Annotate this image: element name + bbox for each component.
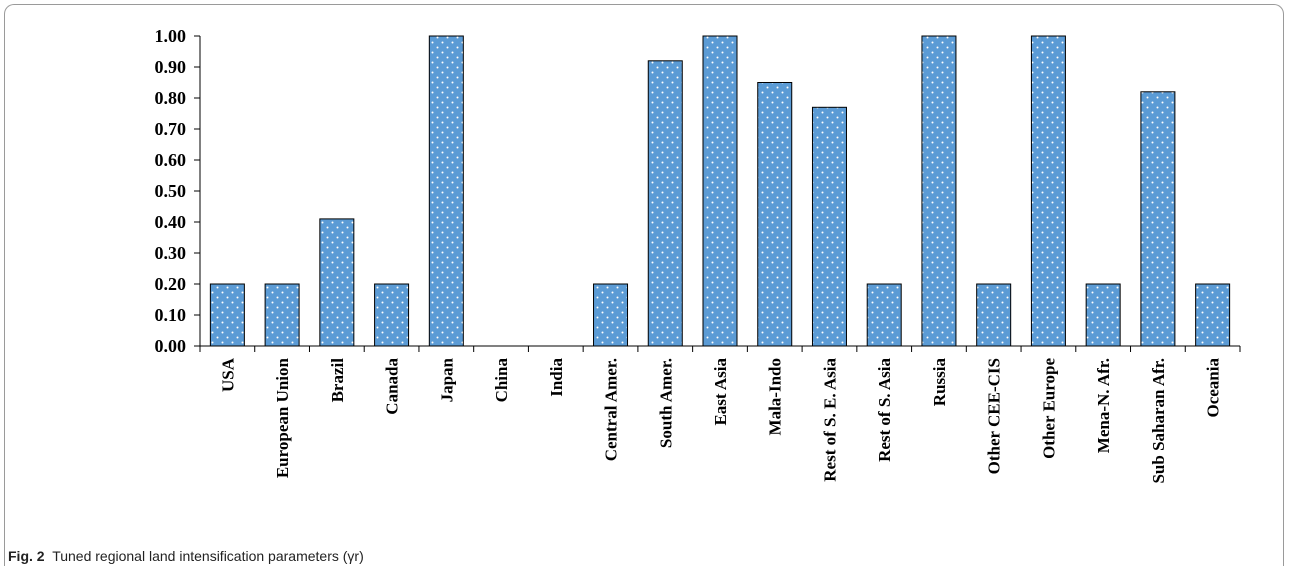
x-category-label: Rest of S. Asia bbox=[875, 358, 894, 462]
x-category-label: Mena-N. Afr. bbox=[1094, 358, 1113, 453]
bar-rest-of-s-e-asia bbox=[811, 106, 847, 347]
y-tick-label: 0.10 bbox=[155, 305, 187, 325]
bar-mala-indo bbox=[757, 82, 793, 347]
x-category-label: East Asia bbox=[711, 358, 730, 426]
y-tick-label: 1.00 bbox=[155, 26, 187, 46]
x-category-label: USA bbox=[218, 357, 237, 392]
figure-caption: Fig. 2 Tuned regional land intensificati… bbox=[8, 548, 364, 564]
bar-central-amer bbox=[593, 283, 629, 347]
x-category-label: China bbox=[492, 358, 511, 403]
bar-russia bbox=[921, 35, 957, 347]
bar-mena-n-afr bbox=[1085, 283, 1121, 347]
x-category-label: South Amer. bbox=[656, 358, 675, 448]
x-category-label: Russia bbox=[930, 358, 949, 407]
bar-east-asia bbox=[702, 35, 738, 347]
bar-other-europe bbox=[1030, 35, 1066, 347]
x-category-label: Canada bbox=[383, 358, 402, 415]
bar-oceania bbox=[1195, 283, 1231, 347]
bar-brazil bbox=[319, 218, 355, 347]
bar-japan bbox=[428, 35, 464, 347]
caption-label: Fig. 2 bbox=[8, 548, 45, 564]
y-tick-label: 0.40 bbox=[155, 212, 187, 232]
x-category-label: Sub Saharan Afr. bbox=[1149, 358, 1168, 484]
bar-south-amer bbox=[647, 60, 683, 347]
x-category-label: Brazil bbox=[328, 358, 347, 403]
x-category-label: Japan bbox=[437, 357, 456, 402]
y-tick-label: 0.20 bbox=[155, 274, 187, 294]
y-tick-label: 0.50 bbox=[155, 181, 187, 201]
bar-european-union bbox=[264, 283, 300, 347]
x-category-label: India bbox=[547, 358, 566, 397]
y-tick-label: 0.80 bbox=[155, 88, 187, 108]
caption-text: Tuned regional land intensification para… bbox=[52, 548, 364, 564]
x-category-label: European Union bbox=[273, 357, 292, 478]
x-category-label: Central Amer. bbox=[602, 358, 621, 461]
bar-canada bbox=[374, 283, 410, 347]
x-category-label: Mala-Indo bbox=[766, 358, 785, 435]
bar-usa bbox=[209, 283, 245, 347]
bar-rest-of-s-asia bbox=[866, 283, 902, 347]
bars bbox=[209, 35, 1231, 347]
y-tick-label: 0.90 bbox=[155, 57, 187, 77]
y-tick-label: 0.70 bbox=[155, 119, 187, 139]
bar-other-cee-cis bbox=[976, 283, 1012, 347]
x-category-label: Other Europe bbox=[1039, 358, 1058, 459]
y-tick-label: 0.60 bbox=[155, 150, 187, 170]
x-category-label: Oceania bbox=[1204, 358, 1223, 418]
x-category-label: Rest of S. E. Asia bbox=[820, 358, 839, 482]
figure-frame bbox=[4, 4, 1284, 566]
bar-sub-saharan-afr bbox=[1140, 91, 1176, 347]
x-category-label: Other CEE-CIS bbox=[985, 358, 1004, 474]
y-tick-label: 0.30 bbox=[155, 243, 187, 263]
y-tick-label: 0.00 bbox=[155, 336, 187, 356]
y-axis: 0.00 0.10 0.20 0.30 0.40 0.50 0.60 0.70 0.80 0.90… bbox=[155, 26, 201, 356]
x-axis: USA European Union Brazil Canada Japan China I… bbox=[199, 345, 1241, 484]
